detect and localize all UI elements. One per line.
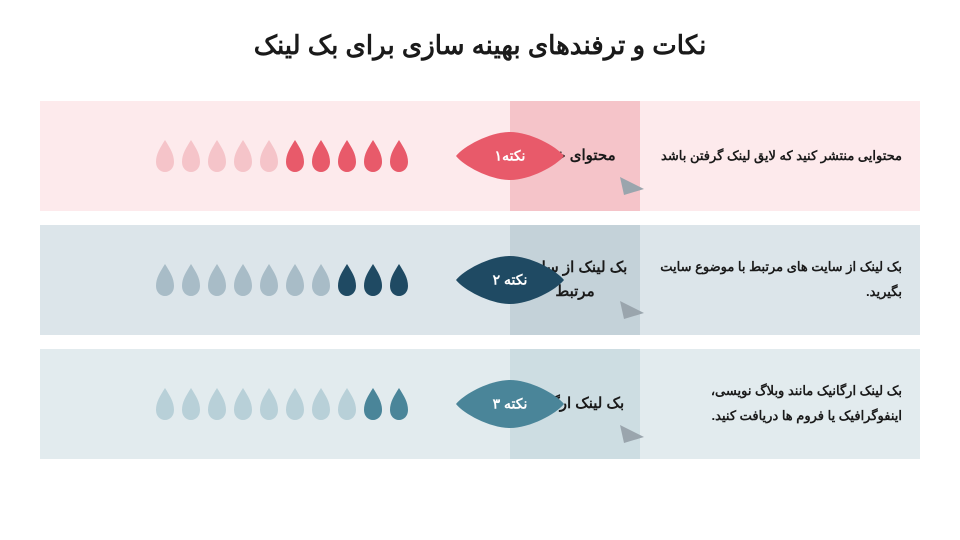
leaf-empty-icon	[180, 386, 202, 422]
tip-badge-label: نکته ۲	[493, 272, 528, 289]
leaf-filled-icon	[388, 386, 410, 422]
leaf-filled-icon	[362, 262, 384, 298]
leaf-empty-icon	[180, 262, 202, 298]
leaf-empty-icon	[232, 262, 254, 298]
rating-leaves: نکته ۲	[40, 225, 510, 335]
leaf-empty-icon	[154, 138, 176, 174]
tip-description: بک لینک ارگانیک مانند وبلاگ نویسی، اینفو…	[640, 349, 920, 459]
leaf-empty-icon	[232, 138, 254, 174]
tip-badge: نکته۱	[452, 128, 568, 184]
leaf-empty-icon	[336, 386, 358, 422]
tip-row: بک لینک ارگانیک مانند وبلاگ نویسی، اینفو…	[40, 349, 920, 459]
leaf-empty-icon	[232, 386, 254, 422]
leaf-filled-icon	[284, 138, 306, 174]
leaf-empty-icon	[284, 386, 306, 422]
leaf-filled-icon	[336, 138, 358, 174]
leaf-empty-icon	[310, 262, 332, 298]
leaf-filled-icon	[310, 138, 332, 174]
leaf-empty-icon	[258, 138, 280, 174]
rating-leaves: نکته۱	[40, 101, 510, 211]
leaf-filled-icon	[388, 262, 410, 298]
leaf-empty-icon	[310, 386, 332, 422]
rows-container: محتوایی منتشر کنید که لایق لینک گرفتن با…	[40, 101, 920, 459]
tip-row: محتوایی منتشر کنید که لایق لینک گرفتن با…	[40, 101, 920, 211]
tip-description: بک لینک از سایت های مرتبط با موضوع سایت …	[640, 225, 920, 335]
rating-leaves: نکته ۳	[40, 349, 510, 459]
leaf-empty-icon	[206, 262, 228, 298]
leaf-empty-icon	[206, 386, 228, 422]
leaf-empty-icon	[284, 262, 306, 298]
leaf-empty-icon	[258, 262, 280, 298]
pointer-icon	[618, 175, 648, 205]
tip-description: محتوایی منتشر کنید که لایق لینک گرفتن با…	[640, 101, 920, 211]
leaf-filled-icon	[388, 138, 410, 174]
tip-badge-label: نکته۱	[495, 148, 526, 165]
tip-badge-label: نکته ۳	[493, 396, 528, 413]
tip-badge: نکته ۲	[452, 252, 568, 308]
leaf-empty-icon	[154, 386, 176, 422]
tip-row: بک لینک از سایت های مرتبط با موضوع سایت …	[40, 225, 920, 335]
pointer-icon	[618, 423, 648, 453]
leaf-empty-icon	[258, 386, 280, 422]
leaf-empty-icon	[154, 262, 176, 298]
leaf-filled-icon	[336, 262, 358, 298]
leaf-empty-icon	[180, 138, 202, 174]
leaf-filled-icon	[362, 386, 384, 422]
pointer-icon	[618, 299, 648, 329]
page-title: نکات و ترفندهای بهینه سازی برای بک لینک	[40, 30, 920, 61]
leaf-filled-icon	[362, 138, 384, 174]
leaf-empty-icon	[206, 138, 228, 174]
tip-badge: نکته ۳	[452, 376, 568, 432]
